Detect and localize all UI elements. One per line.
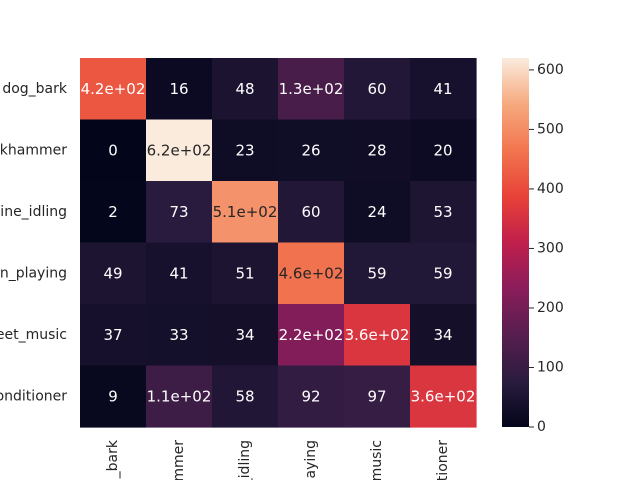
- y-tick-label: dog_bark: [2, 81, 68, 97]
- cell-annotation: 2.2e+02: [279, 326, 344, 344]
- x-tick-label: mmer: [171, 440, 187, 480]
- cell-annotation: 4.2e+02: [81, 80, 146, 98]
- heatmap-cell: [212, 58, 279, 121]
- cell-annotation: 4.6e+02: [279, 264, 344, 282]
- cell-annotation: 97: [367, 387, 386, 405]
- heatmap-cell: [344, 365, 411, 428]
- cell-annotation: 3.6e+02: [411, 387, 476, 405]
- heatmap-cell: [146, 304, 213, 367]
- cell-annotation: 60: [301, 203, 320, 221]
- y-tick-label: eet_music: [0, 327, 67, 343]
- cell-annotation: 1.1e+02: [147, 387, 212, 405]
- cell-annotation: 59: [367, 264, 386, 282]
- heatmap-cell: [344, 58, 411, 121]
- cell-annotation: 3.6e+02: [345, 326, 410, 344]
- cell-annotation: 33: [169, 326, 188, 344]
- heatmap-cell: [410, 119, 477, 182]
- cell-annotation: 34: [235, 326, 254, 344]
- cell-annotation: 9: [108, 387, 118, 405]
- colorbar: [502, 58, 529, 427]
- x-tick-label: tioner: [435, 440, 451, 480]
- x-tick-label: _idling: [237, 440, 253, 480]
- heatmap-cell: [146, 365, 213, 428]
- heatmap-cell: [212, 181, 279, 244]
- heatmap-cell: [212, 365, 279, 428]
- cell-annotation: 73: [169, 203, 188, 221]
- cell-annotation: 41: [433, 80, 452, 98]
- cell-annotation: 26: [301, 141, 320, 159]
- cell-annotation: 5.1e+02: [213, 203, 278, 221]
- heatmap-cell: [344, 119, 411, 182]
- cell-annotation: 60: [367, 80, 386, 98]
- heatmap-cell: [146, 119, 213, 182]
- cell-annotation: 0: [108, 141, 118, 159]
- y-axis-tick-labels: dog_bark ckhammer gine_idling en_playingeet…: [0, 81, 68, 405]
- cell-annotation: 23: [235, 141, 254, 159]
- heatmap-cell: [344, 304, 411, 367]
- heatmap-cell: [278, 119, 345, 182]
- colorbar-ticks: 0 100 200 300 400 500 600: [529, 62, 564, 435]
- cell-annotation: 49: [103, 264, 122, 282]
- colorbar-tick-label: 100: [537, 359, 564, 375]
- heatmap-cells: [80, 58, 477, 428]
- heatmap-cell: [212, 242, 279, 305]
- cell-annotation: 1.3e+02: [279, 80, 344, 98]
- cell-annotation: 2: [108, 203, 118, 221]
- colorbar-tick-label: 400: [537, 181, 564, 197]
- cell-annotation: 53: [433, 203, 452, 221]
- x-tick-label: music: [369, 440, 385, 480]
- heatmap-cell: [146, 181, 213, 244]
- cell-annotation: 41: [169, 264, 188, 282]
- colorbar-tick-label: 300: [537, 240, 564, 256]
- heatmap-cell: [212, 304, 279, 367]
- x-axis-tick-labels: _bark mmer _idling aying music tioner: [105, 439, 451, 480]
- heatmap-cell: [278, 181, 345, 244]
- heatmap-cell: [410, 304, 477, 367]
- heatmap-cell: [212, 119, 279, 182]
- cell-annotation: 58: [235, 387, 254, 405]
- heatmap-cell: [80, 304, 147, 367]
- heatmap-cell: [410, 58, 477, 121]
- x-tick-label: aying: [303, 440, 319, 479]
- heatmap-cell: [344, 242, 411, 305]
- cell-annotation: 24: [367, 203, 386, 221]
- heatmap-cell: [80, 181, 147, 244]
- x-tick-label: _bark: [105, 439, 121, 479]
- heatmap-cell: [278, 304, 345, 367]
- cell-annotation: 48: [235, 80, 254, 98]
- cell-annotation: 28: [367, 141, 386, 159]
- cell-annotation: 51: [235, 264, 254, 282]
- heatmap-cell: [80, 242, 147, 305]
- heatmap-cell: [410, 181, 477, 244]
- heatmap-cell: [278, 242, 345, 305]
- cell-annotation: 37: [103, 326, 122, 344]
- cell-annotation: 92: [301, 387, 320, 405]
- heatmap-annotations: 4.2e+02 16 48 1.3e+02 60 41 0 6.2e+02 23 26 28 20 2 7…: [81, 80, 476, 406]
- heatmap-cell: [344, 181, 411, 244]
- cell-annotation: 6.2e+02: [147, 141, 212, 159]
- heatmap-cell: [80, 365, 147, 428]
- y-tick-label: en_playing: [0, 265, 67, 281]
- cell-annotation: 34: [433, 326, 452, 344]
- y-tick-label: gine_idling: [0, 204, 67, 220]
- cell-annotation: 16: [169, 80, 188, 98]
- heatmap-cell: [80, 58, 147, 121]
- heatmap-cell: [146, 58, 213, 121]
- cell-annotation: 20: [433, 141, 452, 159]
- colorbar-tick-label: 0: [537, 419, 546, 435]
- heatmap-cell: [146, 242, 213, 305]
- heatmap-cell: [278, 365, 345, 428]
- colorbar-tick-label: 200: [537, 300, 564, 316]
- colorbar-tick-label: 600: [537, 62, 564, 78]
- heatmap-cell: [410, 242, 477, 305]
- heatmap-cell: [80, 119, 147, 182]
- heatmap-cell: [410, 365, 477, 428]
- y-tick-label: onditioner: [0, 388, 67, 404]
- colorbar-tick-label: 500: [537, 121, 564, 137]
- y-tick-label: ckhammer: [0, 142, 67, 158]
- cell-annotation: 59: [433, 264, 452, 282]
- heatmap-cell: [278, 58, 345, 121]
